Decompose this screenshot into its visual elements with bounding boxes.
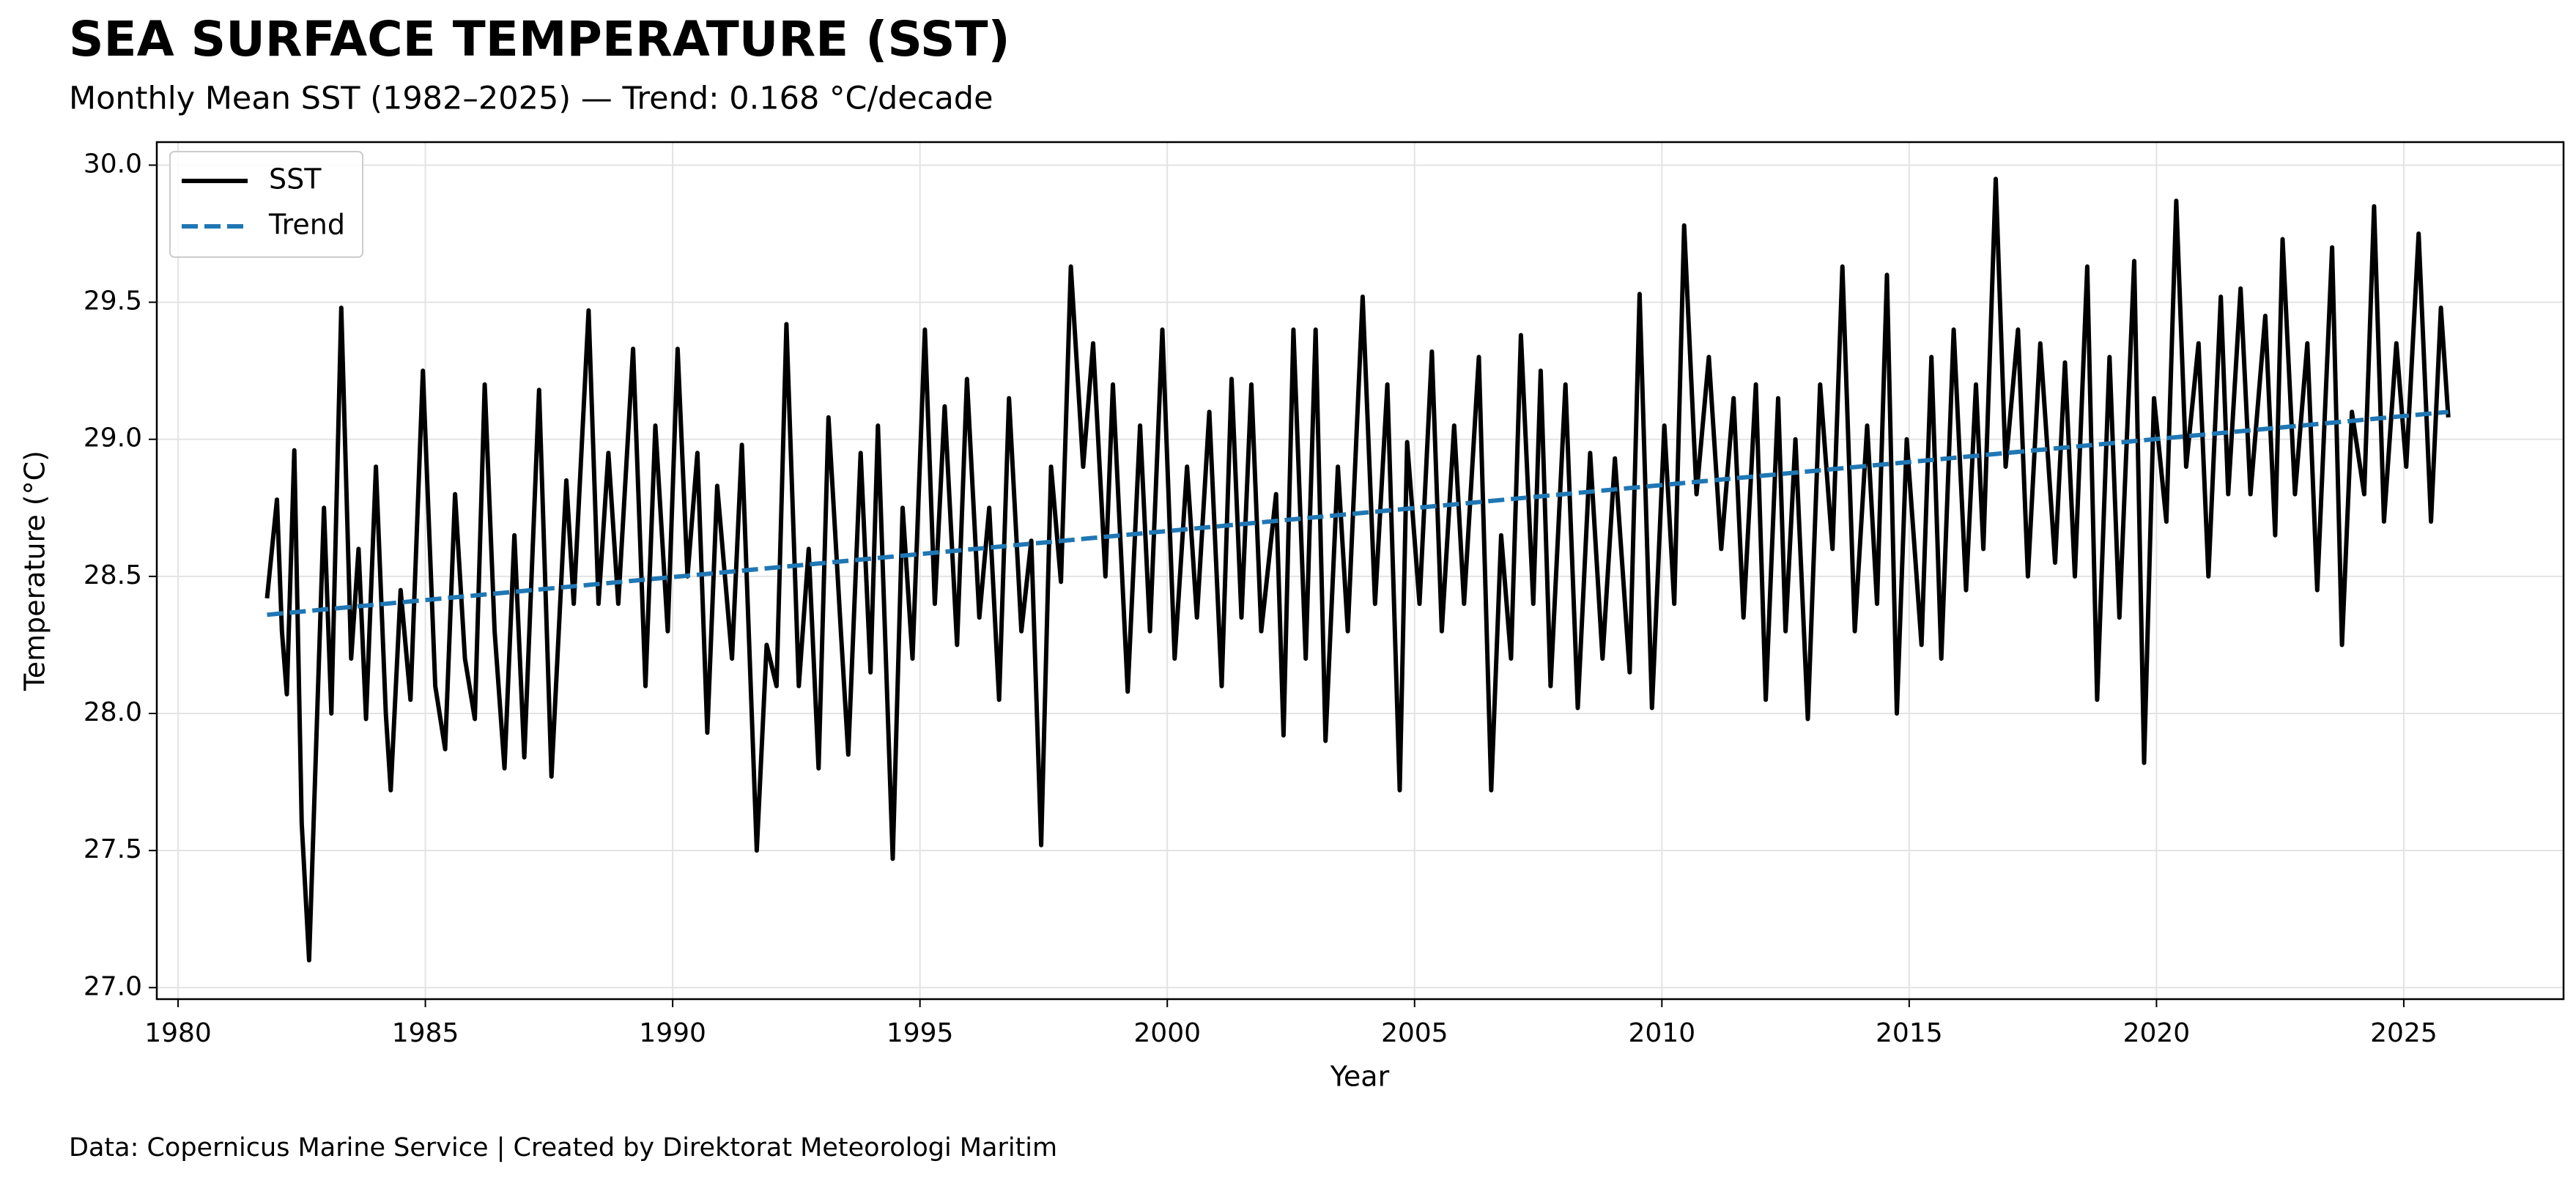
x-tick-label: 1980 <box>144 1018 212 1048</box>
x-tick-label: 2010 <box>1628 1018 1695 1048</box>
series-line <box>267 409 2449 618</box>
y-tick-label: 28.5 <box>84 560 142 590</box>
x-tick-label: 2000 <box>1133 1018 1201 1048</box>
x-tick-label: 2025 <box>2370 1018 2438 1048</box>
x-tick-label: 1985 <box>392 1018 459 1048</box>
chart-title: SEA SURFACE TEMPERATURE (SST) <box>69 11 1010 67</box>
legend-box <box>169 151 363 258</box>
y-tick-label: 27.0 <box>84 971 142 1001</box>
series-line <box>264 177 2451 963</box>
x-tick-label: 2020 <box>2123 1018 2191 1048</box>
y-tick-label: 29.5 <box>84 286 142 316</box>
y-axis-label: Temperature (°C) <box>19 450 51 691</box>
x-tick-label: 2015 <box>1876 1018 1943 1048</box>
y-tick-label: 28.0 <box>84 697 142 727</box>
x-tick-label: 1990 <box>639 1018 706 1048</box>
footer: Data: Copernicus Marine Service | Create… <box>69 1133 1057 1162</box>
x-tick-label: 1995 <box>887 1018 954 1048</box>
y-tick-label: 30.0 <box>84 149 142 179</box>
y-tick-label: 27.5 <box>84 834 142 864</box>
x-axis-label: Year <box>1330 1061 1390 1093</box>
x-tick-label: 2005 <box>1381 1018 1448 1048</box>
plot-frame <box>155 141 2565 1001</box>
legend-label: Trend <box>268 209 345 241</box>
legend-label: SST <box>269 163 322 196</box>
chart-subtitle: Monthly Mean SST (1982–2025) — Trend: 0.… <box>69 81 993 117</box>
y-tick-label: 29.0 <box>84 423 142 453</box>
